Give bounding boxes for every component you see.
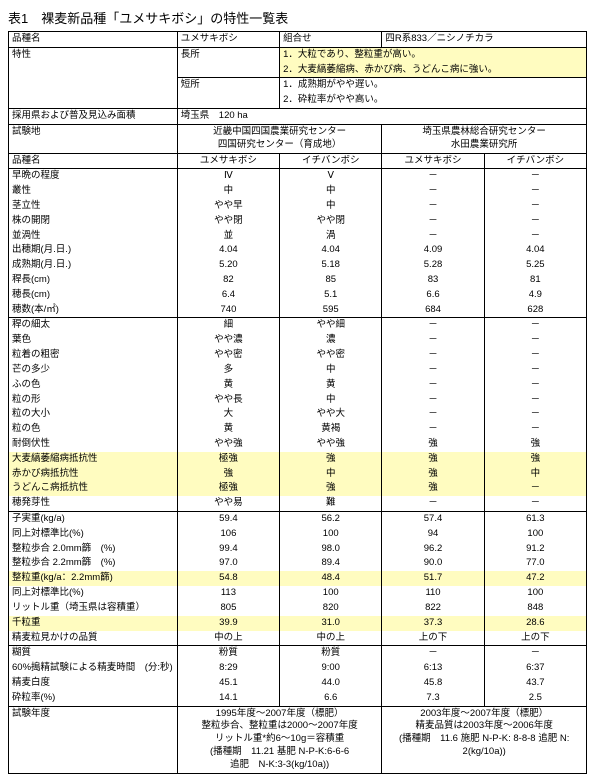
characteristics-table: 品種名ユメサキボシ組合せ四R系833／ニシノチカラ特性長所1．大粒であり、整粒重… (8, 31, 587, 774)
table-title: 表1 裸麦新品種「ユメサキボシ」の特性一覧表 (8, 8, 587, 27)
